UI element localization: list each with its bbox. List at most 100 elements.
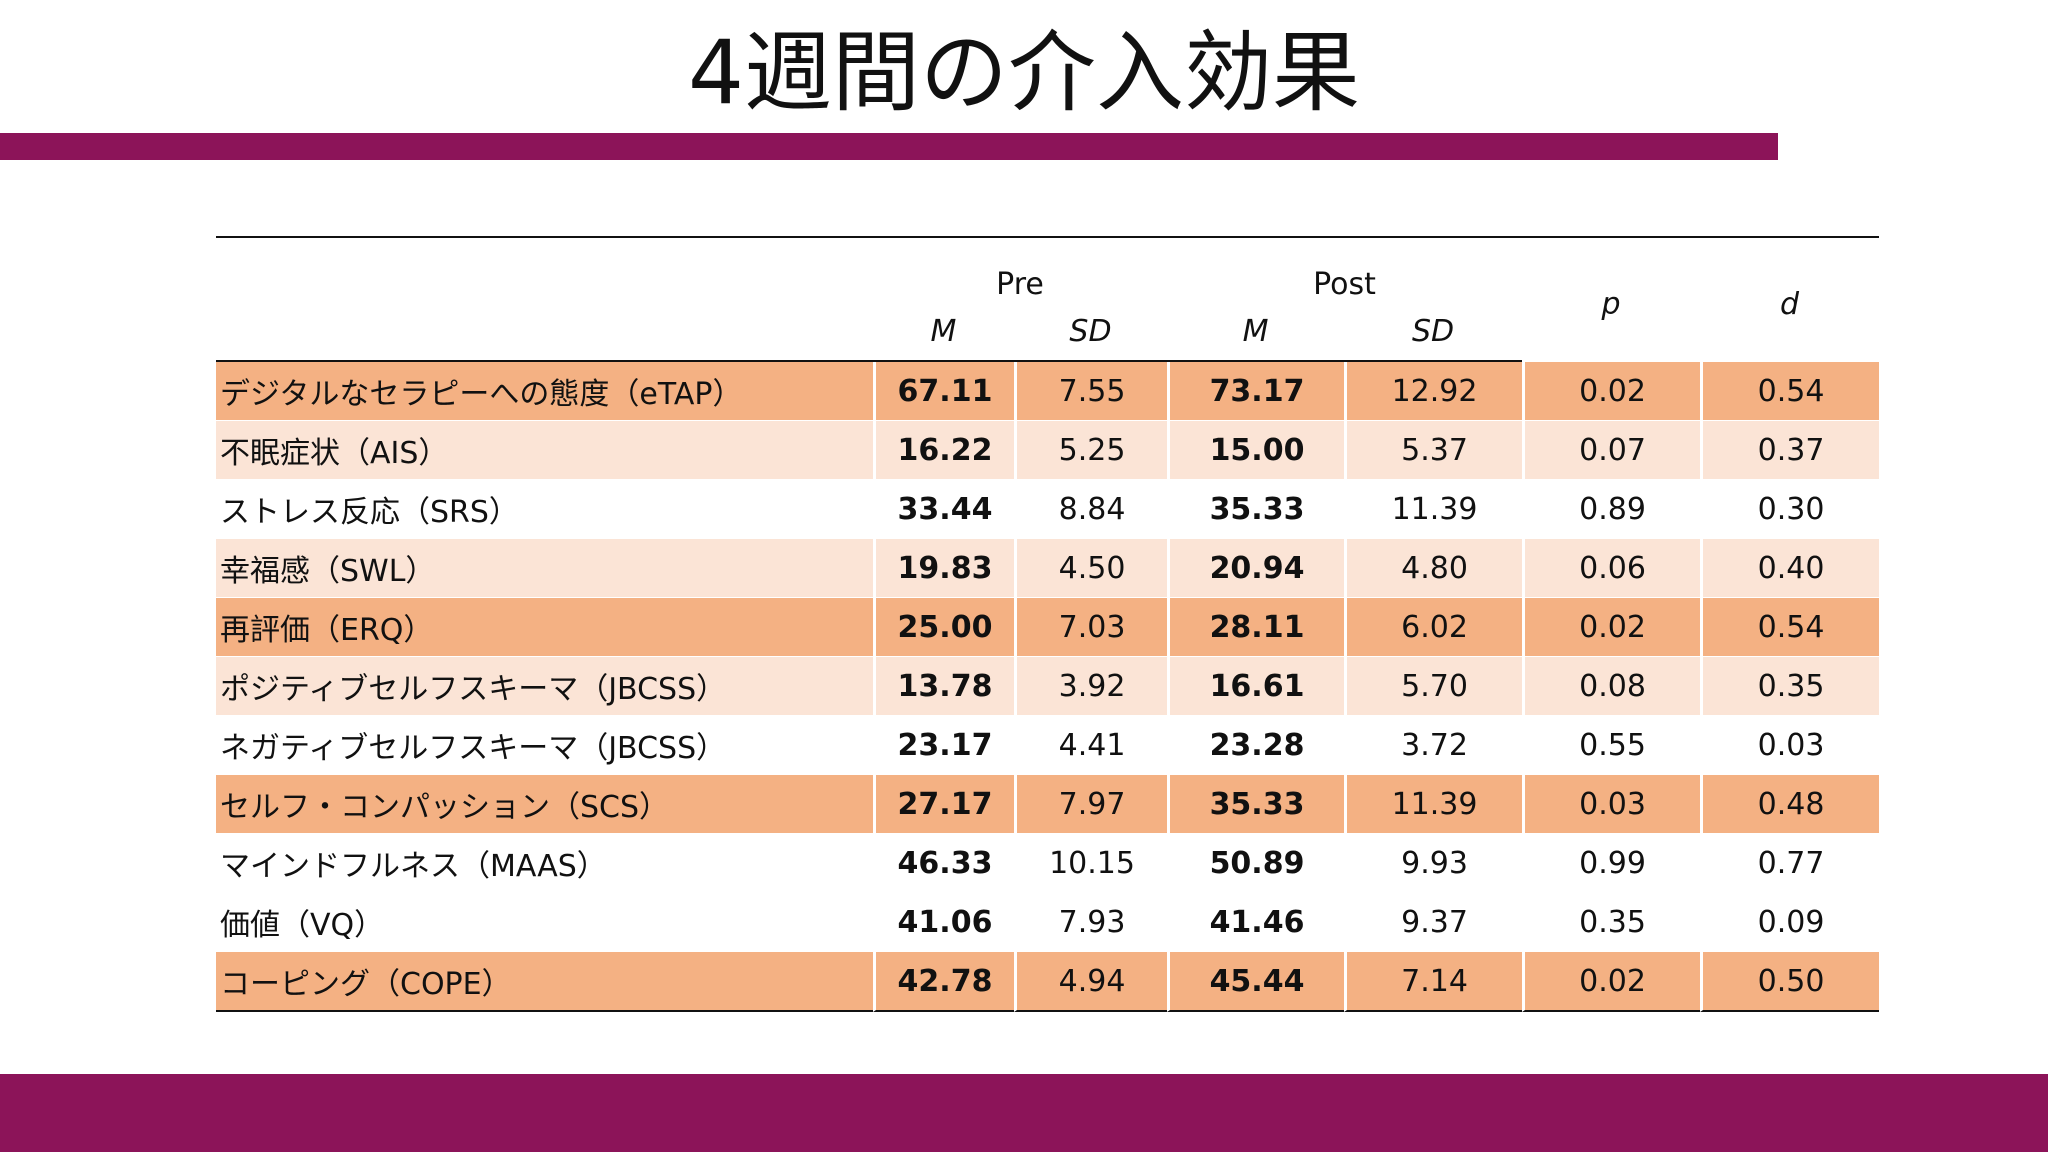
cell-d: 0.09 [1700,893,1880,952]
cell-d: 0.54 [1700,598,1880,657]
row-label: 再評価（ERQ） [216,598,873,657]
cell-pre-m: 13.78 [873,657,1014,716]
table-body: デジタルなセラピーへの態度（eTAP） 67.11 7.55 73.17 12.92 0.… [216,362,1880,1012]
title-accent-bar [0,133,1778,160]
cell-post-sd: 11.39 [1344,480,1523,539]
row-label: ポジティブセルフスキーマ（JBCSS） [216,657,873,716]
cell-pre-sd: 4.94 [1014,952,1168,1012]
cell-post-sd: 5.70 [1344,657,1523,716]
cell-pre-sd: 10.15 [1014,834,1168,893]
cell-post-m: 35.33 [1167,775,1345,834]
cell-p: 0.02 [1522,952,1701,1012]
cell-pre-sd: 8.84 [1014,480,1168,539]
table-row: 再評価（ERQ） 25.00 7.03 28.11 6.02 0.02 0.54 [216,598,1880,657]
row-label: セルフ・コンパッション（SCS） [216,775,873,834]
cell-pre-sd: 4.41 [1014,716,1168,775]
table-row: 不眠症状（AIS） 16.22 5.25 15.00 5.37 0.07 0.37 [216,421,1880,480]
header-p: p [1522,236,1701,362]
results-table-container: Pre Post p d M SD M SD デジタルなセラピーへの態度（eTA… [216,236,1880,1012]
cell-post-m: 41.46 [1167,893,1345,952]
cell-pre-m: 41.06 [873,893,1014,952]
header-post-sd: SD [1344,302,1523,362]
table-row: ストレス反応（SRS） 33.44 8.84 35.33 11.39 0.89 0.30 [216,480,1880,539]
table-row: マインドフルネス（MAAS） 46.33 10.15 50.89 9.93 0.99 0.7… [216,834,1880,893]
table-row: デジタルなセラピーへの態度（eTAP） 67.11 7.55 73.17 12.92 0.… [216,362,1880,421]
cell-d: 0.37 [1700,421,1880,480]
cell-p: 0.08 [1522,657,1701,716]
cell-pre-m: 33.44 [873,480,1014,539]
row-label: 幸福感（SWL） [216,539,873,598]
cell-pre-sd: 4.50 [1014,539,1168,598]
results-table: Pre Post p d M SD M SD デジタルなセラピーへの態度（eTA… [216,236,1880,1012]
cell-d: 0.77 [1700,834,1880,893]
sub-header-row: M SD M SD [216,302,1879,362]
cell-pre-m: 46.33 [873,834,1014,893]
cell-pre-m: 25.00 [873,598,1014,657]
cell-post-sd: 7.14 [1344,952,1523,1012]
cell-post-m: 35.33 [1167,480,1345,539]
cell-post-m: 16.61 [1167,657,1345,716]
cell-p: 0.99 [1522,834,1701,893]
cell-pre-m: 42.78 [873,952,1014,1012]
cell-d: 0.50 [1700,952,1880,1012]
cell-p: 0.06 [1522,539,1701,598]
cell-p: 0.35 [1522,893,1701,952]
header-blank [216,236,873,302]
row-label: デジタルなセラピーへの態度（eTAP） [216,362,873,421]
cell-post-sd: 6.02 [1344,598,1523,657]
cell-post-sd: 3.72 [1344,716,1523,775]
cell-pre-sd: 7.03 [1014,598,1168,657]
cell-post-m: 15.00 [1167,421,1345,480]
slide-title: 4週間の介入効果 [688,21,1360,124]
cell-d: 0.48 [1700,775,1880,834]
cell-p: 0.07 [1522,421,1701,480]
row-label: マインドフルネス（MAAS） [216,834,873,893]
cell-d: 0.40 [1700,539,1880,598]
cell-pre-sd: 5.25 [1014,421,1168,480]
row-label: コーピング（COPE） [216,952,873,1012]
table-row: ネガティブセルフスキーマ（JBCSS） 23.17 4.41 23.28 3.72 0.5… [216,716,1880,775]
header-post-m: M [1167,302,1345,362]
cell-p: 0.02 [1522,362,1701,421]
cell-d: 0.03 [1700,716,1880,775]
cell-pre-m: 67.11 [873,362,1014,421]
header-pre: Pre [873,236,1168,302]
cell-pre-m: 23.17 [873,716,1014,775]
cell-post-sd: 11.39 [1344,775,1523,834]
row-label: 不眠症状（AIS） [216,421,873,480]
cell-p: 0.89 [1522,480,1701,539]
cell-pre-m: 19.83 [873,539,1014,598]
cell-post-m: 28.11 [1167,598,1345,657]
cell-post-m: 20.94 [1167,539,1345,598]
table-row: コーピング（COPE） 42.78 4.94 45.44 7.14 0.02 0.50 [216,952,1880,1012]
cell-post-m: 45.44 [1167,952,1345,1012]
cell-pre-sd: 7.55 [1014,362,1168,421]
cell-d: 0.30 [1700,480,1880,539]
cell-d: 0.35 [1700,657,1880,716]
cell-pre-sd: 7.97 [1014,775,1168,834]
cell-post-m: 50.89 [1167,834,1345,893]
cell-post-sd: 9.93 [1344,834,1523,893]
cell-post-m: 73.17 [1167,362,1345,421]
row-label: 価値（VQ） [216,893,873,952]
cell-p: 0.03 [1522,775,1701,834]
table-row: 幸福感（SWL） 19.83 4.50 20.94 4.80 0.06 0.40 [216,539,1880,598]
cell-pre-sd: 7.93 [1014,893,1168,952]
cell-p: 0.02 [1522,598,1701,657]
cell-post-sd: 9.37 [1344,893,1523,952]
table-row: ポジティブセルフスキーマ（JBCSS） 13.78 3.92 16.61 5.70 0.0… [216,657,1880,716]
table-row: 価値（VQ） 41.06 7.93 41.46 9.37 0.35 0.09 [216,893,1880,952]
header-pre-m: M [873,302,1014,362]
subheader-blank [216,302,873,362]
cell-post-sd: 4.80 [1344,539,1523,598]
row-label: ネガティブセルフスキーマ（JBCSS） [216,716,873,775]
group-header-row: Pre Post p d [216,236,1880,322]
row-label: ストレス反応（SRS） [216,480,873,539]
footer-accent-bar [0,1074,2048,1152]
header-pre-sd: SD [1014,302,1168,362]
cell-p: 0.55 [1522,716,1701,775]
header-d: d [1700,236,1880,362]
cell-pre-m: 16.22 [873,421,1014,480]
cell-post-m: 23.28 [1167,716,1345,775]
cell-pre-sd: 3.92 [1014,657,1168,716]
